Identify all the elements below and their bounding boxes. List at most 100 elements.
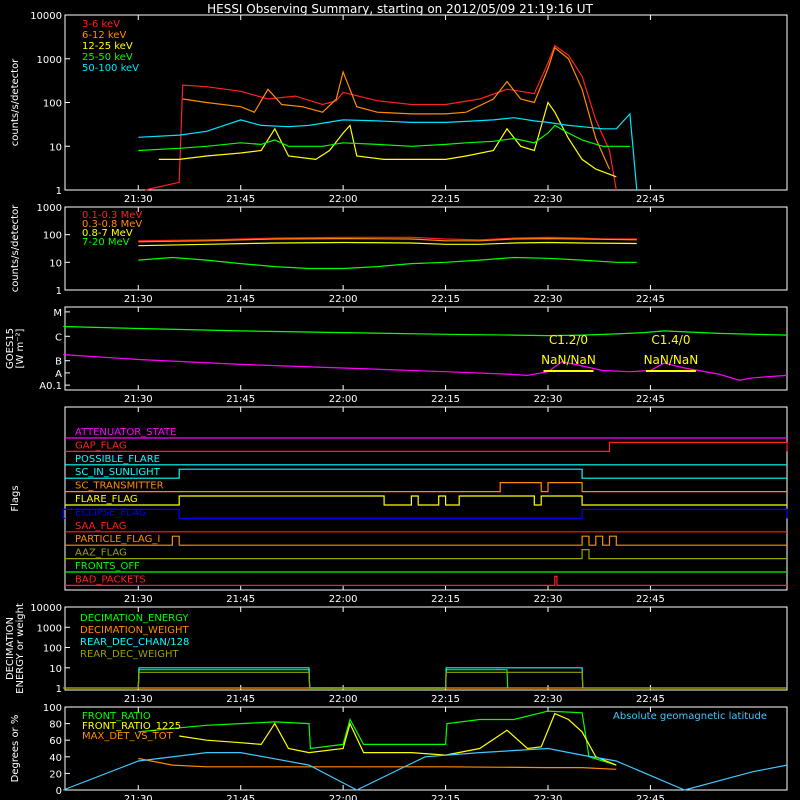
- flag-label-sc-transmitter: SC_TRANSMITTER: [75, 481, 164, 492]
- goes-ytick-label: M: [53, 308, 62, 319]
- series-max-det-vs-tot: [138, 757, 617, 770]
- goes-xtick-label: 22:30: [534, 394, 563, 405]
- series-0-1-0-3-mev: [138, 236, 637, 242]
- series-latitude: [62, 747, 788, 791]
- goes-ylabel: GOES15: [5, 328, 16, 369]
- flag-label-possible-flare: POSSIBLE_FLARE: [75, 454, 160, 465]
- series-rear-dec-chan-128: [137, 667, 584, 689]
- lightcurves-xtick-label: 21:45: [226, 194, 255, 205]
- lightcurves-ytick-label: 100: [43, 99, 62, 110]
- ratios-xtick-label: 22:00: [329, 794, 358, 800]
- ratios-xtick-label: 22:45: [636, 794, 665, 800]
- flag-trace-bad-packets: [65, 575, 787, 586]
- high-energy-xtick-label: 22:00: [329, 294, 358, 305]
- flag-label-fronts-off: FRONTS_OFF: [75, 561, 140, 572]
- ratios-frame: [64, 706, 788, 791]
- flag-label-eclipse-flag: ECLIPSE_FLAG: [75, 507, 146, 518]
- flag-label-particle-flag-i: PARTICLE_FLAG_I: [75, 534, 160, 545]
- flare-ratio-label: NaN/NaN: [541, 353, 596, 367]
- lightcurves-ytick-label: 1: [56, 186, 62, 197]
- high-energy-ytick-label: 10: [49, 258, 62, 269]
- goes-short-channel: [63, 354, 788, 381]
- ratios-xtick-label: 22:15: [431, 794, 460, 800]
- ratios-xtick-label: 21:45: [226, 794, 255, 800]
- lightcurves-frame: [64, 14, 788, 191]
- decimation-ylabel: ENERGY or weight: [15, 603, 26, 694]
- series-25-50-kev: [138, 124, 630, 152]
- high-energy-xtick-label: 21:30: [124, 294, 153, 305]
- ratios-xtick-label: 21:30: [124, 794, 153, 800]
- panel-high-energy: 21:30 21:45 22:00 22:15 22:30 22:45 counts/s/d…: [10, 203, 788, 305]
- high-energy-legend-entry: 0.1-0.3 MeV: [82, 210, 142, 221]
- high-energy-legend-entry: 0.8-7 MeV: [82, 228, 133, 239]
- high-energy-legend-entry: 7-20 MeV: [82, 237, 130, 248]
- flag-label-aaz-flag: AAZ_FLAG: [75, 548, 127, 559]
- lightcurves-ylabel: counts/s/detector: [10, 58, 21, 146]
- lightcurves-xtick-label: 22:30: [534, 194, 563, 205]
- decimation-ytick-label: 10000: [30, 603, 62, 614]
- ratios-xtick-label: 22:30: [534, 794, 563, 800]
- flags-ylabel: Flags: [10, 485, 21, 511]
- flag-trace-sc-transmitter: [65, 482, 787, 493]
- flags-xtick-label: 21:45: [226, 594, 255, 605]
- high-energy-xtick-label: 22:30: [534, 294, 563, 305]
- goes-ylabel: [W m⁻²]: [15, 328, 26, 368]
- decimation-ytick-label: 1000: [37, 623, 62, 634]
- flag-trace-aaz-flag: [65, 549, 787, 560]
- ratios-ylabel: Degrees or %: [10, 715, 21, 783]
- flag-label-gap-flag: GAP_FLAG: [75, 440, 127, 451]
- lightcurves-legend-entry: 25-50 keV: [82, 52, 133, 63]
- flag-trace-sc-in-sunlight: [65, 468, 787, 479]
- series-0-8-7-mev: [138, 241, 637, 247]
- series-front-ratio: [138, 710, 617, 766]
- series-rear-dec-weight: [63, 671, 787, 689]
- flags-xtick-label: 22:00: [329, 594, 358, 605]
- series-6-12-kev: [182, 46, 611, 170]
- ratios-ytick-label: 0: [56, 786, 62, 797]
- ratios-legend-entry: FRONT_RATIO_1225: [82, 721, 181, 732]
- goes-frame: [64, 306, 788, 391]
- panel-lightcurves: 21:30 21:45 22:00 22:15 22:30 22:45 counts/s/d…: [10, 11, 788, 205]
- lightcurves-xtick-label: 22:15: [431, 194, 460, 205]
- flare-ratio-label: NaN/NaN: [644, 353, 699, 367]
- panel-goes: 21:30 21:45 22:00 22:15 22:30 22:45 GOES15 [W m…: [5, 306, 788, 405]
- high-energy-ytick-label: 1: [56, 286, 62, 297]
- decimation-xtick-label: 22:00: [329, 694, 358, 705]
- goes-long-channel: [63, 325, 788, 337]
- lightcurves-legend-entry: 3-6 keV: [82, 19, 120, 30]
- goes-xtick-label: 21:30: [124, 394, 153, 405]
- lightcurves-xtick-label: 22:00: [329, 194, 358, 205]
- lightcurves-legend-entry: 12-25 keV: [82, 41, 133, 52]
- ratios-ytick-label: 60: [49, 736, 62, 747]
- series-50-100-kev: [138, 112, 638, 191]
- decimation-xtick-label: 21:45: [226, 694, 255, 705]
- flare-class-label: C1.2/0: [549, 333, 588, 347]
- decimation-ytick-label: 100: [43, 644, 62, 655]
- series-0-3-0-8-mev: [138, 237, 637, 243]
- ratios-ytick-label: 100: [43, 703, 62, 714]
- decimation-xtick-label: 21:30: [124, 694, 153, 705]
- latitude-label: Absolute geomagnetic latitude: [613, 711, 767, 722]
- flag-label-sc-in-sunlight: SC_IN_SUNLIGHT: [75, 467, 161, 478]
- flags-xtick-label: 22:45: [636, 594, 665, 605]
- flags-frame: [64, 406, 788, 591]
- ratios-ytick-label: 40: [49, 753, 62, 764]
- flags-xtick-label: 22:30: [534, 594, 563, 605]
- high-energy-legend-entry: 0.3-0.8 MeV: [82, 219, 142, 230]
- goes-xtick-label: 22:15: [431, 394, 460, 405]
- flag-label-flare-flag: FLARE_FLAG: [75, 494, 138, 505]
- lightcurves-xtick-label: 22:45: [636, 194, 665, 205]
- lightcurves-ytick-label: 10: [49, 142, 62, 153]
- ratios-legend-entry: FRONT_RATIO: [82, 711, 151, 722]
- lightcurves-ytick-label: 1000: [37, 55, 62, 66]
- decimation-legend-entry: DECIMATION_ENERGY: [80, 613, 189, 624]
- lightcurves-legend-entry: 6-12 keV: [82, 30, 126, 41]
- lightcurves-legend-entry: 50-100 keV: [82, 63, 139, 74]
- series-7-20-mev: [138, 256, 637, 270]
- flag-trace-particle-flag-i: [65, 535, 787, 546]
- flag-label-saa-flag: SAA_FLAG: [75, 521, 126, 532]
- goes-ytick-label: C: [55, 332, 62, 343]
- flag-label-attenuator-state: ATTENUATOR_STATE: [75, 427, 176, 438]
- high-energy-ylabel: counts/s/detector: [10, 204, 21, 292]
- flag-label-bad-packets: BAD_PACKETS: [75, 574, 146, 585]
